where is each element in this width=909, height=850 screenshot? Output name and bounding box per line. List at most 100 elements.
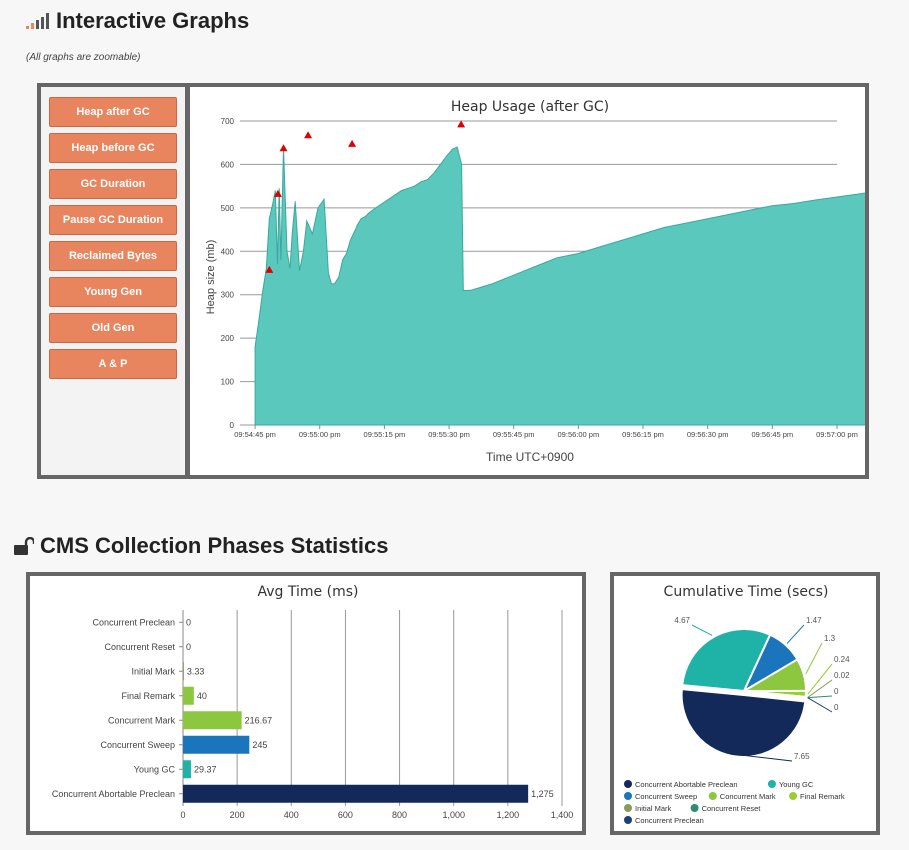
cumulative-time-panel: Cumulative Time (secs) 4.67 1.47 1.3 0.24 0.… [610,572,880,835]
legend-marker [624,792,632,800]
avg-category-label: Initial Mark [131,666,175,676]
avg-x-tick: 200 [230,810,245,820]
interactive-graphs-heading: Interactive Graphs [26,8,249,34]
legend-entry[interactable]: Initial Mark [635,804,672,813]
heap-x-tick: 09:55:15 pm [364,430,406,439]
cumulative-time-chart[interactable]: Cumulative Time (secs) 4.67 1.471.3 0.24 0.… [614,576,876,831]
pie-data-label: 0.24 [834,655,850,664]
avg-chart-title: Avg Time (ms) [258,584,359,600]
pause-gc-duration-button[interactable]: Pause GC Duration [49,205,177,235]
avg-category-label: Concurrent Preclean [92,617,175,627]
heap-y-tick: 300 [221,291,235,300]
heap-y-tick: 500 [221,204,235,213]
heap-x-tick: 09:55:30 pm [428,430,470,439]
avg-bar[interactable] [183,784,529,803]
avg-x-tick: 600 [338,810,353,820]
legend-marker [690,804,699,812]
legend-entry[interactable]: Concurrent Preclean [635,816,704,825]
pie-data-label: 1.3 [824,634,836,643]
legend-marker [708,792,717,800]
pie-data-label: 7.65 [794,752,810,761]
pie-data-label: 0 [834,703,839,712]
avg-bar[interactable] [183,735,250,754]
avg-bar-value: 0 [186,617,191,627]
avg-category-label: Concurrent Reset [104,642,175,652]
avg-category-label: Concurrent Mark [108,715,176,725]
legend-entry[interactable]: Concurrent Abortable Preclean [635,780,738,789]
heap-usage-chart[interactable]: Heap Usage (after GC) Heap size (mb) Tim… [190,87,892,475]
full-gc-marker[interactable] [273,189,282,197]
avg-category-label: Concurrent Abortable Preclean [52,789,175,799]
heap-chart-panel: Heap Usage (after GC) Heap size (mb) Tim… [186,83,892,479]
full-gc-marker[interactable] [348,139,357,147]
heap-chart-title: Heap Usage (after GC) [451,99,609,115]
avg-bar[interactable] [183,686,194,705]
avg-bar-value: 216.67 [245,715,273,725]
full-gc-marker[interactable] [279,144,288,152]
young-gen-button[interactable]: Young Gen [49,277,177,307]
heap-x-tick: 09:56:30 pm [687,430,729,439]
pie-label-connector [807,697,833,713]
pie-label-connector [786,624,805,644]
avg-bar[interactable] [183,760,191,779]
legend-marker [789,792,798,800]
avg-x-tick: 800 [392,810,407,820]
legend-entry[interactable]: Concurrent Mark [720,792,776,801]
heap-y-axis-label: Heap size (mb) [205,240,217,315]
avg-bar-value: 245 [252,740,267,750]
full-gc-marker[interactable] [457,120,466,128]
pie-data-label: 0 [834,687,839,696]
heap-x-axis-label: Time UTC+0900 [486,450,574,464]
pie-slice[interactable] [681,628,772,693]
avg-bar-value: 3.33 [187,666,205,676]
avg-bar[interactable] [183,662,184,681]
full-gc-marker[interactable] [304,131,313,139]
avg-bar[interactable] [183,711,242,730]
old-gen-button[interactable]: Old Gen [49,313,177,343]
legend-marker [624,816,632,824]
a-and-p-button[interactable]: A & P [49,349,177,379]
pie-chart-title: Cumulative Time (secs) [664,584,829,600]
cms-stats-heading: CMS Collection Phases Statistics [14,533,388,559]
gc-duration-button[interactable]: GC Duration [49,169,177,199]
avg-x-tick: 400 [284,810,299,820]
avg-time-chart[interactable]: Avg Time (ms) 0 0 3.33 40 216.67 245 29.37 1,27… [30,576,582,831]
signal-bars-icon [26,13,50,29]
pie-data-label: 0.02 [834,671,850,680]
legend-marker [624,780,632,788]
avg-time-panel: Avg Time (ms) 0 0 3.33 40 216.67 245 29.37 1,27… [26,572,586,835]
heap-after-gc-button[interactable]: Heap after GC [49,97,177,127]
heap-before-gc-button[interactable]: Heap before GC [49,133,177,163]
avg-x-tick: 1,400 [551,810,574,820]
heap-x-tick: 09:56:00 pm [558,430,600,439]
section-title: CMS Collection Phases Statistics [40,533,389,558]
pie-slice[interactable] [680,688,807,758]
legend-entry[interactable]: Young GC [779,780,814,789]
avg-category-label: Final Remark [121,691,175,701]
legend-entry[interactable]: Concurrent Sweep [635,792,697,801]
avg-x-tick: 1,200 [497,810,520,820]
avg-bar-value: 29.37 [194,764,217,774]
reclaimed-bytes-button[interactable]: Reclaimed Bytes [49,241,177,271]
pie-label-connector [805,642,823,675]
full-gc-marker[interactable] [265,265,274,273]
heap-x-tick: 09:56:45 pm [751,430,793,439]
pie-data-label: 4.67 [674,616,690,625]
avg-bar-value: 40 [197,691,207,701]
heap-y-tick: 600 [221,160,235,169]
pie-label-connector [691,624,713,636]
heap-y-tick: 400 [221,247,235,256]
pie-slice[interactable] [743,690,807,699]
heap-area-series[interactable] [254,146,892,426]
heap-y-tick: 100 [221,378,235,387]
heap-x-tick: 09:56:15 pm [622,430,664,439]
heap-x-tick: 09:57:00 pm [816,430,858,439]
avg-category-label: Young GC [134,764,176,774]
heap-y-tick: 0 [230,421,235,430]
heap-y-tick: 200 [221,334,235,343]
legend-entry[interactable]: Concurrent Reset [702,804,762,813]
heap-y-tick: 700 [221,117,235,126]
legend-entry[interactable]: Final Remark [800,792,845,801]
heap-x-tick: 09:55:00 pm [299,430,341,439]
avg-bar-value: 1,275 [531,789,554,799]
